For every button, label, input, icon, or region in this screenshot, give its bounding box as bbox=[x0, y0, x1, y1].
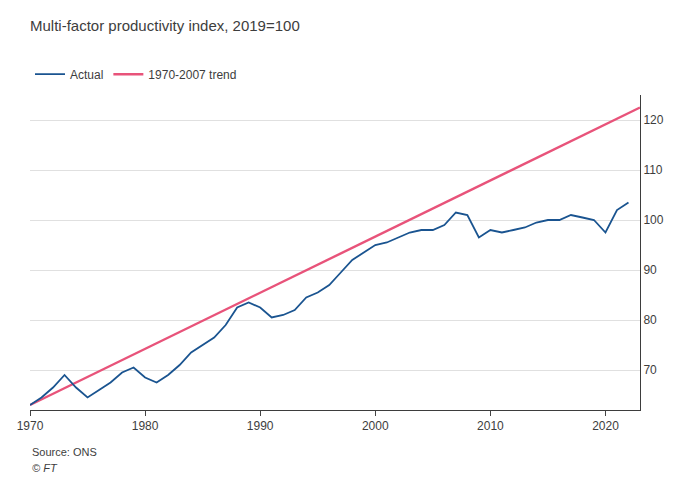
svg-text:1970: 1970 bbox=[17, 419, 44, 433]
svg-text:© FT: © FT bbox=[32, 462, 58, 474]
svg-text:1990: 1990 bbox=[247, 419, 274, 433]
svg-text:120: 120 bbox=[643, 113, 663, 127]
svg-text:2000: 2000 bbox=[362, 419, 389, 433]
svg-text:100: 100 bbox=[643, 213, 663, 227]
svg-text:Actual: Actual bbox=[70, 68, 103, 82]
svg-text:1970-2007 trend: 1970-2007 trend bbox=[148, 68, 236, 82]
svg-text:2020: 2020 bbox=[592, 419, 619, 433]
svg-text:70: 70 bbox=[643, 363, 657, 377]
svg-text:1980: 1980 bbox=[132, 419, 159, 433]
svg-text:Source: ONS: Source: ONS bbox=[32, 446, 97, 458]
svg-text:80: 80 bbox=[643, 313, 657, 327]
svg-text:Multi-factor productivity inde: Multi-factor productivity index, 2019=10… bbox=[30, 17, 300, 34]
svg-text:110: 110 bbox=[643, 163, 662, 177]
svg-text:2010: 2010 bbox=[477, 419, 504, 433]
svg-text:90: 90 bbox=[643, 263, 657, 277]
